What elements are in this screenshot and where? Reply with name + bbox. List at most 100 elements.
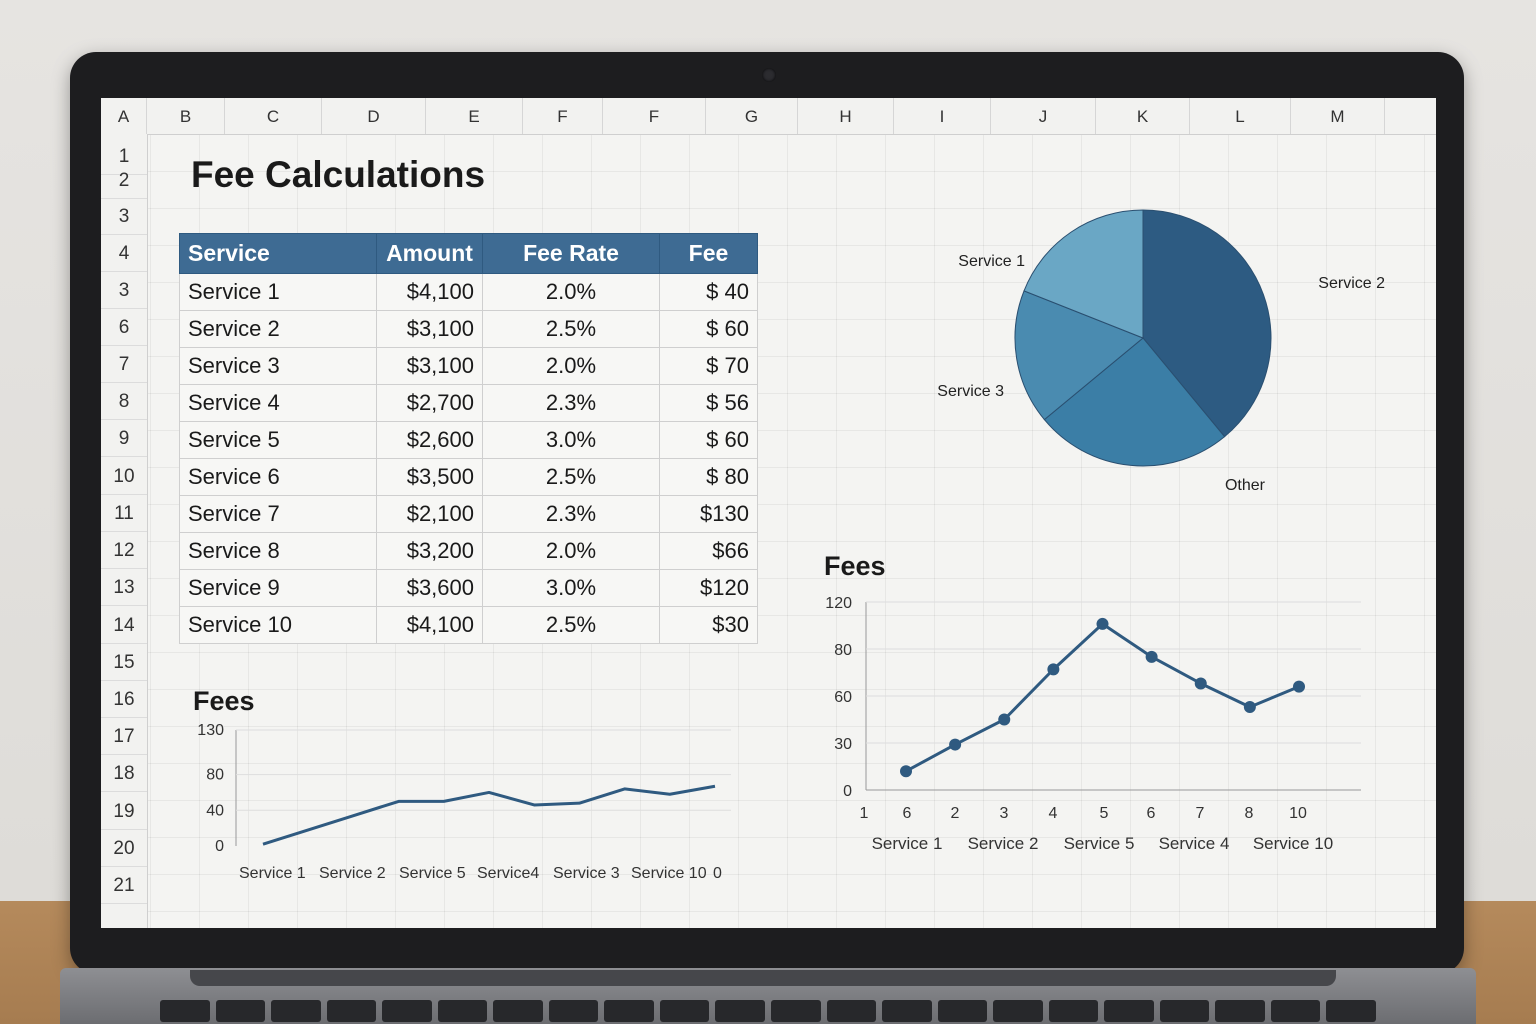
cell-amount[interactable]: $4,100 (376, 606, 483, 644)
cell-fee[interactable]: $120 (659, 569, 758, 607)
cell-service[interactable]: Service 9 (179, 569, 377, 607)
row-header[interactable]: 18 (101, 755, 147, 792)
column-header[interactable]: F (603, 98, 706, 134)
row-header[interactable]: 1 (101, 138, 147, 175)
header-fee[interactable]: Fee (659, 233, 758, 274)
row-header[interactable]: 3 (101, 198, 147, 235)
row-header[interactable]: 11 (101, 495, 147, 532)
fees-chart-right-title: Fees (824, 551, 886, 581)
x-tick-label: Service4 (477, 865, 539, 882)
column-header[interactable]: A (101, 98, 147, 134)
column-header[interactable]: E (426, 98, 523, 134)
row-header[interactable]: 13 (101, 569, 147, 606)
cell-service[interactable]: Service 8 (179, 532, 377, 570)
data-point (1145, 650, 1158, 663)
cell-service[interactable]: Service 6 (179, 458, 377, 496)
cell-fee-rate[interactable]: 2.3% (482, 384, 660, 422)
cell-amount[interactable]: $4,100 (376, 273, 483, 311)
row-header[interactable]: 2 (101, 162, 147, 199)
column-header[interactable]: D (322, 98, 426, 134)
pie-label: Service 1 (958, 253, 1025, 270)
row-header[interactable]: 19 (101, 793, 147, 830)
x-tick-label: 8 (1245, 805, 1254, 822)
cell-fee[interactable]: $ 56 (659, 384, 758, 422)
cell-service[interactable]: Service 10 (179, 606, 377, 644)
row-header[interactable]: 17 (101, 718, 147, 755)
cell-amount[interactable]: $3,100 (376, 347, 483, 385)
cell-service[interactable]: Service 5 (179, 421, 377, 459)
column-header[interactable]: K (1096, 98, 1190, 134)
data-point (900, 765, 912, 778)
table-row: Service 10 $4,100 2.5% $30 (179, 606, 758, 644)
cell-amount[interactable]: $2,700 (376, 384, 483, 422)
column-header[interactable]: L (1190, 98, 1291, 134)
cell-fee[interactable]: $130 (659, 495, 758, 533)
column-header[interactable]: H (798, 98, 894, 134)
cell-amount[interactable]: $2,600 (376, 421, 483, 459)
cell-service[interactable]: Service 7 (179, 495, 377, 533)
row-header[interactable]: 14 (101, 607, 147, 644)
cell-fee-rate[interactable]: 2.0% (482, 273, 660, 311)
cell-amount[interactable]: $3,100 (376, 310, 483, 348)
column-header[interactable]: B (147, 98, 225, 134)
x-category-label: Service 1 (872, 834, 943, 853)
row-header[interactable]: 21 (101, 867, 147, 904)
table-row: Service 1 $4,100 2.0% $ 40 (179, 273, 758, 311)
keyboard-key (1215, 1000, 1265, 1022)
cell-service[interactable]: Service 1 (179, 273, 377, 311)
cell-fee[interactable]: $ 80 (659, 458, 758, 496)
cell-fee-rate[interactable]: 2.5% (482, 310, 660, 348)
x-tick-label: 6 (903, 805, 912, 822)
cell-fee-rate[interactable]: 2.5% (482, 606, 660, 644)
column-header[interactable]: F (523, 98, 603, 134)
keyboard-key (1048, 1000, 1099, 1022)
header-amount[interactable]: Amount (376, 233, 483, 274)
row-header[interactable]: 4 (101, 235, 147, 272)
x-category-label: Service 2 (968, 834, 1039, 853)
cell-fee[interactable]: $ 60 (659, 421, 758, 459)
column-header[interactable]: M (1291, 98, 1385, 134)
header-fee-rate[interactable]: Fee Rate (482, 233, 660, 274)
cell-amount[interactable]: $3,200 (376, 532, 483, 570)
row-header[interactable]: 6 (101, 309, 147, 346)
cell-fee[interactable]: $30 (659, 606, 758, 644)
row-header[interactable]: 15 (101, 644, 147, 681)
header-service[interactable]: Service (179, 233, 377, 274)
cell-fee[interactable]: $ 40 (659, 273, 758, 311)
row-header[interactable]: 12 (101, 532, 147, 569)
cell-service[interactable]: Service 4 (179, 384, 377, 422)
table-row: Service 2 $3,100 2.5% $ 60 (179, 310, 758, 348)
x-tick-label: Service 5 (399, 865, 466, 882)
cell-fee-rate[interactable]: 3.0% (482, 421, 660, 459)
row-header[interactable]: 8 (101, 383, 147, 420)
cell-fee-rate[interactable]: 2.0% (482, 532, 660, 570)
cell-fee-rate[interactable]: 3.0% (482, 569, 660, 607)
pie-slice (1014, 290, 1144, 421)
column-header[interactable]: J (991, 98, 1096, 134)
keyboard-key (382, 1000, 432, 1022)
cell-fee[interactable]: $ 70 (659, 347, 758, 385)
fees-chart-left-title: Fees (193, 686, 255, 716)
pie-slice (1023, 209, 1144, 339)
row-header[interactable]: 3 (101, 272, 147, 309)
row-header[interactable]: 10 (101, 458, 147, 495)
fees-line-chart-right: 0 30 60 80 120 1 6 2 3 4 5 6 7 8 10 Service 1 Service 2 S… (825, 595, 1361, 853)
row-header[interactable]: 16 (101, 681, 147, 718)
cell-fee-rate[interactable]: 2.3% (482, 495, 660, 533)
cell-service[interactable]: Service 2 (179, 310, 377, 348)
row-header[interactable]: 7 (101, 346, 147, 383)
column-header[interactable]: I (894, 98, 991, 134)
cell-amount[interactable]: $3,600 (376, 569, 483, 607)
cell-fee[interactable]: $66 (659, 532, 758, 570)
cell-amount[interactable]: $3,500 (376, 458, 483, 496)
cell-fee[interactable]: $ 60 (659, 310, 758, 348)
column-header[interactable]: C (225, 98, 322, 134)
data-point (949, 738, 962, 751)
cell-service[interactable]: Service 3 (179, 347, 377, 385)
column-header[interactable]: G (706, 98, 798, 134)
row-header[interactable]: 20 (101, 830, 147, 867)
cell-fee-rate[interactable]: 2.0% (482, 347, 660, 385)
cell-fee-rate[interactable]: 2.5% (482, 458, 660, 496)
cell-amount[interactable]: $2,100 (376, 495, 483, 533)
row-header[interactable]: 9 (101, 420, 147, 457)
